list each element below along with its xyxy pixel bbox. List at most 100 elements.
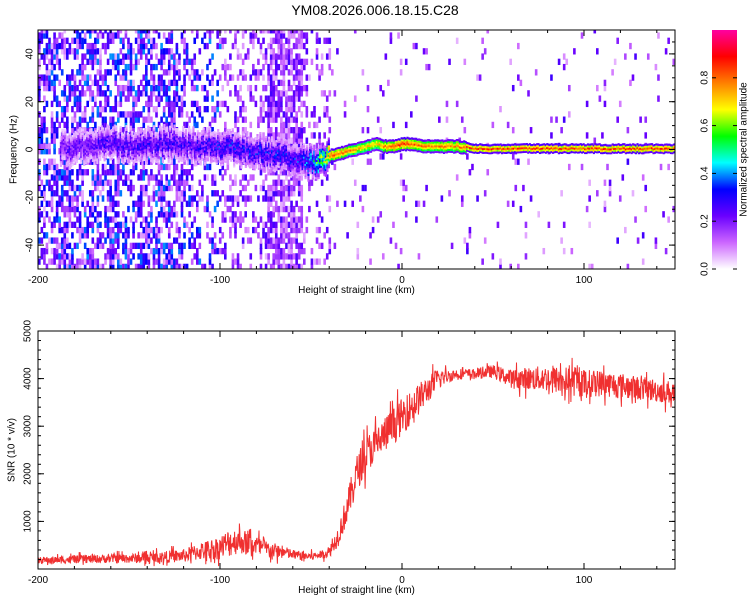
noise-cell [193, 69, 197, 76]
ridge-cell [155, 157, 159, 160]
noise-cell [290, 211, 293, 218]
noise-cell [254, 84, 258, 92]
noise-cell [201, 190, 204, 197]
noise-cell [267, 116, 270, 123]
noise-cell [122, 221, 125, 228]
noise-cell [96, 79, 100, 87]
noise-cell [129, 63, 133, 71]
ridge-cell [212, 142, 215, 145]
ridge-cell [113, 126, 116, 129]
ridge-cell [205, 136, 208, 139]
noise-cell [295, 216, 298, 223]
ridge-cell [142, 132, 146, 135]
noise-cell [292, 221, 296, 228]
noise-cell [106, 100, 110, 108]
ridge-cell [212, 136, 215, 139]
noise-cell [259, 184, 263, 192]
noise-cell [211, 53, 214, 60]
noise-cell [55, 116, 59, 123]
ridge-cell [125, 142, 128, 145]
ridge-cell [70, 142, 73, 145]
noise-cell [173, 163, 176, 171]
ridge-cell [186, 155, 189, 158]
noise-cell [254, 74, 258, 81]
noise-cell [277, 32, 281, 39]
noise-cell [203, 95, 207, 102]
noise-cell [244, 116, 247, 123]
ridge-cell [139, 137, 143, 140]
noise-cell [81, 84, 84, 92]
ridge-cell [161, 147, 164, 150]
noise-cell [94, 184, 97, 192]
ridge-cell [202, 148, 205, 151]
noise-cell [147, 30, 151, 34]
ridge-cell [65, 147, 68, 151]
noise-cell [147, 221, 151, 228]
ridge-cell [164, 136, 167, 139]
noise-cell [63, 121, 67, 129]
ridge-cell [185, 146, 188, 149]
ridge-cell [179, 143, 182, 147]
ridge-cell [104, 131, 108, 134]
ridge-cell [126, 155, 130, 158]
ridge-cell [201, 153, 204, 156]
noise-cell [657, 95, 660, 102]
noise-cell [216, 42, 219, 50]
ridge-cell [198, 134, 201, 137]
noise-cell [415, 216, 418, 223]
noise-cell [111, 116, 115, 123]
noise-cell [190, 100, 194, 108]
ridge-cell [147, 129, 150, 132]
ridge-cell [72, 134, 76, 137]
ridge-cell [129, 148, 132, 151]
noise-cell [641, 258, 645, 265]
noise-cell [305, 37, 309, 44]
ridge-cell [64, 131, 67, 134]
ridge-cell [142, 143, 146, 146]
ridge-cell [134, 137, 137, 141]
noise-cell [511, 84, 515, 92]
noise-cell [43, 163, 46, 171]
ridge-cell [228, 149, 231, 153]
ridge-cell [237, 136, 240, 139]
noise-cell [562, 53, 566, 60]
ridge-cell [228, 146, 231, 149]
noise-cell [252, 226, 255, 234]
ridge-cell [236, 139, 239, 142]
noise-cell [119, 58, 123, 65]
ridge-cell [157, 137, 160, 140]
noise-cell [252, 95, 255, 102]
ridge-cell [228, 155, 231, 158]
ridge-cell [81, 136, 84, 139]
ridge-cell [90, 143, 93, 146]
ridge-cell [253, 139, 256, 142]
noise-cell [111, 242, 115, 250]
ridge-cell [68, 132, 71, 135]
ridge-cell [227, 136, 230, 139]
noise-cell [392, 221, 395, 228]
ridge-cell [78, 128, 81, 131]
ridge-cell [179, 132, 182, 135]
noise-cell [274, 69, 278, 76]
noise-cell [78, 263, 82, 269]
ridge-cell [70, 157, 73, 160]
ridge-cell [171, 133, 175, 136]
ridge-cell [249, 154, 252, 157]
ridge-cell [80, 138, 83, 141]
noise-cell [292, 90, 296, 97]
noise-cell [165, 84, 168, 92]
ridge-cell [183, 155, 186, 158]
ridge-cell [107, 152, 111, 155]
ridge-cell [80, 134, 83, 138]
ridge-cell [132, 136, 135, 139]
noise-cell [116, 63, 120, 71]
noise-cell [216, 30, 219, 34]
ridge-cell [77, 138, 80, 141]
ridge-cell [62, 155, 65, 159]
noise-cell [40, 30, 44, 34]
noise-cell [292, 179, 296, 186]
ridge-cell [224, 153, 227, 156]
noise-cell [63, 42, 67, 50]
noise-cell [570, 247, 574, 255]
noise-cell [229, 226, 232, 234]
